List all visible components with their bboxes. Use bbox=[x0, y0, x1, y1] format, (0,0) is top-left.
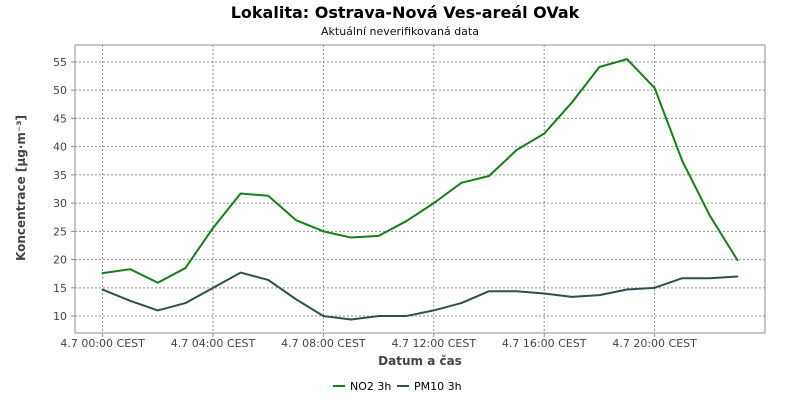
x-tick-label: 4.7 16:00 CEST bbox=[502, 337, 587, 350]
pm10-series-line bbox=[101, 271, 739, 321]
x-tick-label: 4.7 08:00 CEST bbox=[281, 337, 366, 350]
tick-labels: 10 15 20 25 30 35 40 45 50 55 4.7 00:00 CEST 4.7 04… bbox=[53, 56, 697, 350]
x-tick-label: 4.7 12:00 CEST bbox=[392, 337, 477, 350]
y-tick-label: 55 bbox=[53, 56, 67, 69]
chart-subtitle: Aktuální neverifikovaná data bbox=[321, 25, 479, 38]
chart-title: Lokalita: Ostrava-Nová Ves-areál OVak bbox=[231, 3, 580, 22]
plot-area bbox=[74, 44, 766, 334]
y-tick-label: 45 bbox=[53, 112, 67, 125]
x-tick-label: 4.7 20:00 CEST bbox=[612, 337, 697, 350]
y-tick-label: 50 bbox=[53, 84, 67, 97]
grid-lines bbox=[75, 45, 765, 333]
y-tick-label: 30 bbox=[53, 197, 67, 210]
y-tick-label: 10 bbox=[53, 310, 67, 323]
y-tick-label: 35 bbox=[53, 169, 67, 182]
legend: NO2 3h PM10 3h bbox=[333, 380, 462, 393]
legend-no2-label: NO2 3h bbox=[350, 380, 391, 393]
no2-series-line bbox=[101, 58, 739, 284]
x-axis-title: Datum a čas bbox=[378, 354, 462, 368]
x-tick-label: 4.7 00:00 CEST bbox=[60, 337, 145, 350]
y-tick-label: 20 bbox=[53, 254, 67, 267]
legend-pm10-label: PM10 3h bbox=[414, 380, 462, 393]
y-axis-title: Koncentrace [µg·m⁻³] bbox=[14, 115, 28, 261]
x-tick-label: 4.7 04:00 CEST bbox=[171, 337, 256, 350]
y-tick-label: 40 bbox=[53, 141, 67, 154]
axes bbox=[71, 45, 765, 337]
data-series bbox=[101, 58, 739, 321]
y-tick-label: 25 bbox=[53, 225, 67, 238]
y-tick-label: 15 bbox=[53, 282, 67, 295]
